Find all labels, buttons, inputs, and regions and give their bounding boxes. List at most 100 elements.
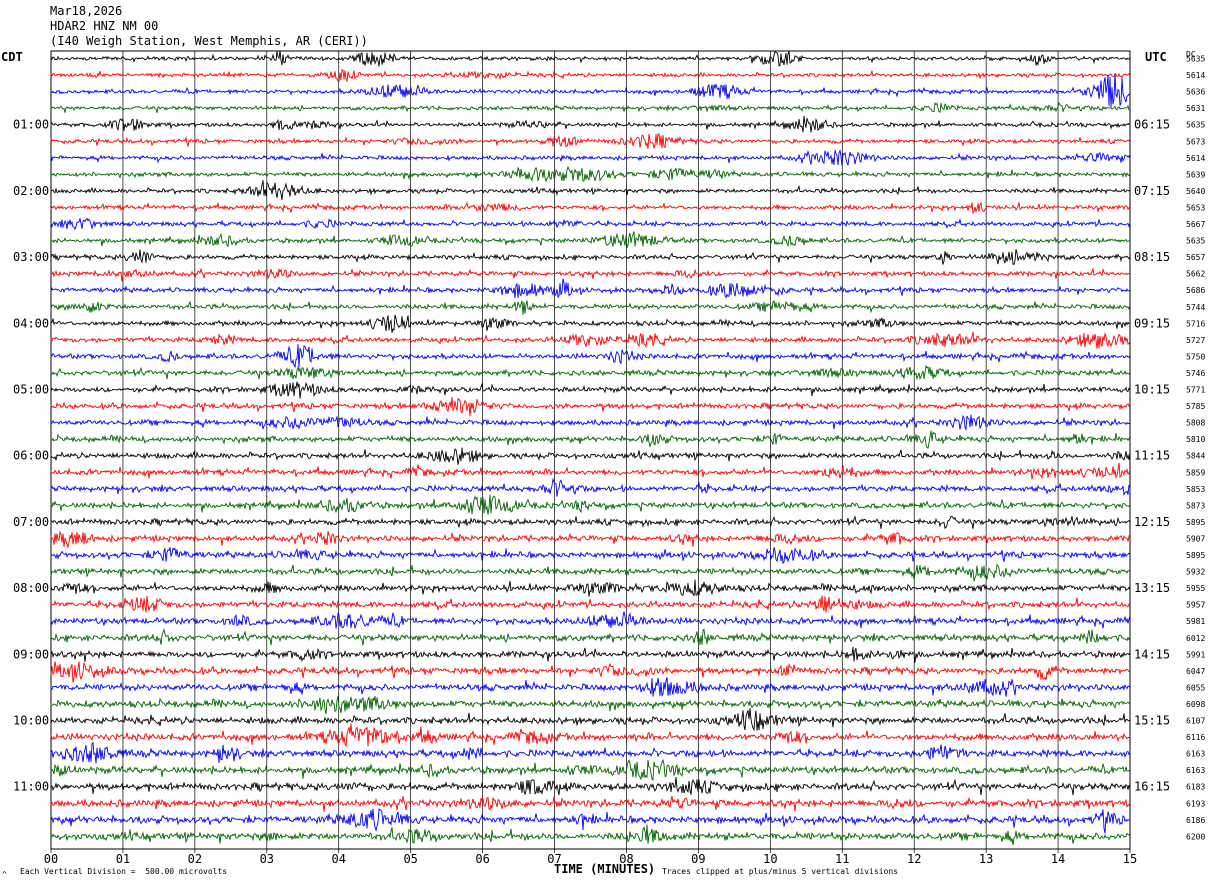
- dc-offset-label: 5810: [1186, 435, 1205, 444]
- seismic-trace: [50, 563, 1131, 582]
- right-hour-label: 14:15: [1134, 647, 1170, 661]
- dc-offset-label: 5653: [1186, 203, 1205, 212]
- dc-offset-label: 5635: [1186, 55, 1205, 64]
- seismic-trace: [50, 741, 1131, 764]
- dc-offset-label: 6163: [1186, 766, 1205, 775]
- seismic-trace: [50, 758, 1130, 781]
- seismic-trace: [50, 217, 1131, 231]
- vertical-division-note: Each Vertical Division = 500.00 microvol…: [20, 867, 228, 876]
- seismic-trace: [50, 723, 1131, 748]
- seismic-trace: [50, 530, 1131, 549]
- x-tick-label: 05: [403, 852, 417, 866]
- dc-offset-label: 5853: [1186, 485, 1205, 494]
- dc-offset-label: 6163: [1186, 750, 1205, 759]
- seismic-trace: [50, 595, 1131, 613]
- x-tick-label: 04: [332, 852, 346, 866]
- dc-offset-label: 6107: [1186, 717, 1205, 726]
- dc-offset-label: 5981: [1186, 617, 1205, 626]
- seismic-trace: [50, 50, 1131, 67]
- right-hour-label: 07:15: [1134, 184, 1170, 198]
- x-tick-label: 09: [691, 852, 705, 866]
- x-tick-label: 12: [907, 852, 921, 866]
- seismic-trace: [50, 494, 1131, 515]
- dc-offset-label: 5635: [1186, 121, 1205, 130]
- left-hour-label: 05:00: [13, 383, 49, 397]
- dc-offset-label: 5844: [1186, 452, 1205, 461]
- dc-offset-label: 6098: [1186, 700, 1205, 709]
- dc-offset-label: 5636: [1186, 88, 1205, 97]
- seismic-trace: [50, 611, 1131, 629]
- dc-offset-label: 5639: [1186, 170, 1205, 179]
- seismic-trace: [50, 73, 1131, 108]
- seismic-trace: [50, 149, 1131, 167]
- dc-offset-label: 5750: [1186, 352, 1205, 361]
- corner-mark: ^: [2, 870, 7, 879]
- x-tick-label: 11: [835, 852, 849, 866]
- dc-offset-label: 5662: [1186, 270, 1205, 279]
- left-hour-label: 10:00: [13, 714, 49, 728]
- dc-offset-label: 5895: [1186, 518, 1205, 527]
- seismic-trace: [50, 677, 1131, 697]
- left-hour-label: 11:00: [13, 780, 49, 794]
- x-tick-label: 14: [1051, 852, 1065, 866]
- dc-offset-label: 5955: [1186, 584, 1205, 593]
- dc-offset-label: 5907: [1186, 534, 1205, 543]
- left-hour-label: 04:00: [13, 316, 49, 330]
- seismic-trace: [50, 515, 1131, 530]
- dc-offset-label: 6047: [1186, 667, 1205, 676]
- clip-note: Traces clipped at plus/minus 5 vertical …: [662, 867, 899, 876]
- right-hour-label: 13:15: [1134, 581, 1170, 595]
- seismic-trace: [50, 547, 1131, 564]
- dc-offset-label: 5716: [1186, 319, 1205, 328]
- seismic-trace: [50, 430, 1131, 449]
- seismic-trace: [50, 180, 1131, 200]
- left-hour-label: 06:00: [13, 449, 49, 463]
- dc-offset-label: 5727: [1186, 336, 1205, 345]
- dc-offset-label: 6193: [1186, 799, 1205, 808]
- left-hour-label: 01:00: [13, 118, 49, 132]
- location-label: (I40 Weigh Station, West Memphis, AR (CE…: [50, 34, 368, 48]
- dc-offset-label: 6200: [1186, 832, 1205, 841]
- seismic-trace: [50, 628, 1131, 646]
- right-timezone-label: UTC: [1145, 50, 1167, 64]
- seismic-trace: [50, 101, 1131, 113]
- seismic-trace: [50, 165, 1131, 183]
- dc-offset-label: 5957: [1186, 601, 1205, 610]
- date-label: Mar18,2026: [50, 4, 123, 18]
- x-axis-title: TIME (MINUTES): [554, 862, 656, 876]
- dc-offset-label: 5631: [1186, 104, 1205, 113]
- dc-offset-label: 5614: [1186, 154, 1205, 163]
- seismic-trace: [50, 68, 1131, 82]
- right-hour-label: 08:15: [1134, 250, 1170, 264]
- seismic-trace: [50, 331, 1131, 349]
- x-tick-label: 15: [1123, 852, 1137, 866]
- dc-offset-label: 5771: [1186, 386, 1205, 395]
- dc-offset-label: 5686: [1186, 286, 1205, 295]
- seismic-trace: [50, 579, 1131, 597]
- x-tick-label: 10: [763, 852, 777, 866]
- dc-offset-label: 5635: [1186, 237, 1205, 246]
- seismic-trace: [50, 661, 1131, 683]
- dc-offset-label: 5667: [1186, 220, 1205, 229]
- dc-offset-label: 6116: [1186, 733, 1205, 742]
- dc-offset-label: 5808: [1186, 419, 1205, 428]
- left-hour-label: 03:00: [13, 250, 49, 264]
- right-hour-label: 16:15: [1134, 780, 1170, 794]
- seismic-trace: [50, 278, 1131, 299]
- left-timezone-label: CDT: [1, 50, 23, 64]
- station-label: HDAR2 HNZ NM 00: [50, 19, 159, 33]
- x-tick-label: 07: [547, 852, 561, 866]
- seismic-trace: [50, 133, 1131, 150]
- dc-offset-label: 5614: [1186, 71, 1205, 80]
- seismic-trace: [50, 314, 1131, 333]
- seismic-trace: [50, 414, 1131, 431]
- x-tick-label: 06: [475, 852, 489, 866]
- dc-offset-label: 5859: [1186, 468, 1205, 477]
- left-hour-label: 09:00: [13, 647, 49, 661]
- right-hour-label: 11:15: [1134, 449, 1170, 463]
- x-tick-label: 03: [260, 852, 274, 866]
- seismic-trace: [50, 396, 1131, 417]
- seismic-trace: [50, 231, 1131, 249]
- dc-offset-label: 6055: [1186, 683, 1205, 692]
- dc-offset-label: 5785: [1186, 402, 1205, 411]
